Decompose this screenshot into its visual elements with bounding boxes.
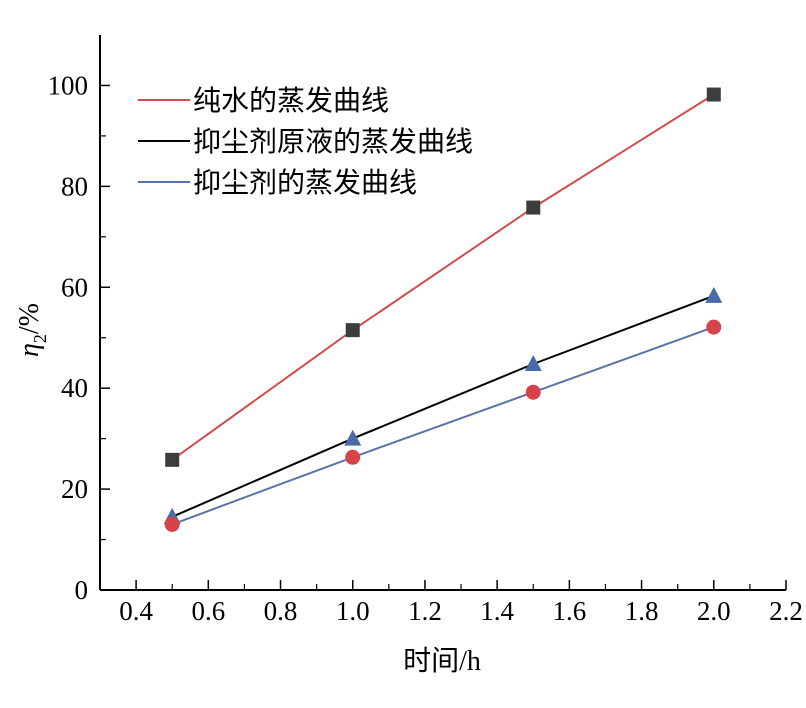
series-layer — [163, 87, 723, 532]
y-axis-label-tail: /% — [14, 303, 45, 334]
legend-item: 抑尘剂的蒸发曲线 — [138, 167, 417, 199]
legend-label: 纯水的蒸发曲线 — [193, 85, 389, 117]
data-point — [705, 286, 723, 303]
x-tick-label: 0.8 — [264, 596, 298, 626]
data-point — [345, 449, 361, 465]
series-1 — [165, 87, 721, 467]
y-tick-label: 40 — [61, 373, 88, 403]
y-tick-label: 100 — [48, 70, 89, 100]
x-tick-label: 1.8 — [625, 596, 659, 626]
ticks: 0.4 0.6 0.8 1.0 1.2 1.4 1.6 1.8 2.0 2.2 0 20 40 60 80 1… — [48, 70, 803, 626]
x-tick-label: 2.2 — [769, 596, 803, 626]
axes — [99, 35, 786, 591]
data-point — [525, 384, 541, 400]
x-tick-label: 1.4 — [480, 596, 514, 626]
data-point — [706, 87, 721, 102]
x-tick-label: 0.4 — [119, 596, 153, 626]
x-tick-label: 1.2 — [408, 596, 442, 626]
y-axis-label-main: η — [14, 343, 45, 357]
series-3 — [164, 319, 722, 532]
series-line — [171, 294, 715, 518]
data-point — [524, 354, 542, 371]
x-axis-label: 时间/h — [403, 645, 481, 677]
data-point — [164, 516, 180, 532]
y-axis-label-sub: 2 — [30, 334, 50, 343]
data-point — [165, 452, 180, 467]
legend-label: 抑尘剂的蒸发曲线 — [193, 167, 417, 199]
x-tick-label: 1.0 — [336, 596, 370, 626]
legend-label: 抑尘剂原液的蒸发曲线 — [193, 126, 473, 158]
x-tick-label: 2.0 — [697, 596, 731, 626]
series-line — [171, 326, 715, 526]
y-tick-label: 60 — [61, 272, 88, 302]
data-point — [706, 319, 722, 335]
data-point — [345, 323, 360, 338]
x-tick-label: 1.6 — [552, 596, 586, 626]
x-tick-label: 0.6 — [191, 596, 225, 626]
data-point — [526, 200, 541, 215]
data-point — [344, 429, 362, 446]
legend-item: 纯水的蒸发曲线 — [138, 85, 389, 117]
y-tick-label: 0 — [75, 575, 89, 605]
y-axis-label: η2/% — [14, 303, 50, 357]
legend-item: 抑尘剂原液的蒸发曲线 — [138, 126, 473, 158]
y-tick-label: 20 — [61, 474, 88, 504]
series-line — [171, 93, 715, 461]
y-tick-label: 80 — [61, 171, 88, 201]
